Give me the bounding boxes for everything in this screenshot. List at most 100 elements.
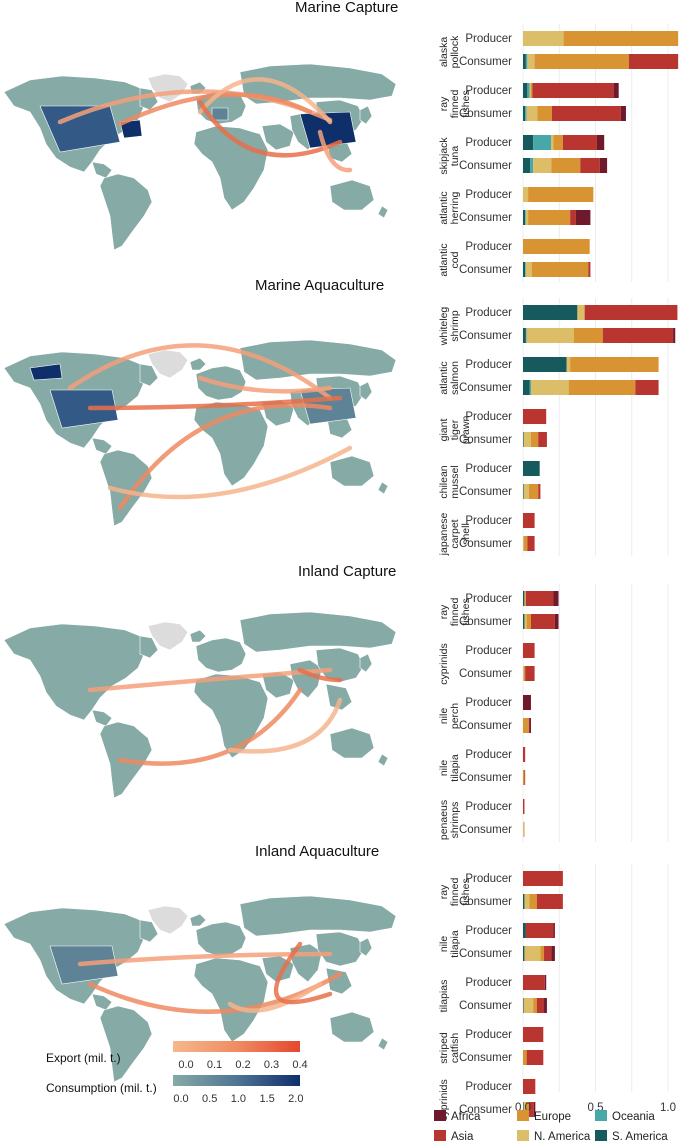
bar-consumer-asia: [588, 262, 591, 277]
species-label: rayfinnedfishes: [438, 90, 472, 119]
consumption-tick: 1.0: [231, 1093, 246, 1105]
bar-consumer-asia: [524, 770, 526, 785]
legend-item-s-america: S. America: [595, 1130, 668, 1143]
species-label: nileperch: [438, 703, 461, 729]
bar-consumer-s-america: [523, 210, 526, 225]
species-label-line: fishes: [460, 90, 472, 117]
trade-flow-arc: [87, 395, 343, 411]
species-label: atlanticherring: [438, 191, 461, 224]
bar-consumer-n-america: [523, 666, 524, 681]
trade-flow-arc: [317, 129, 353, 173]
legend-item-africa: Africa: [434, 1110, 481, 1123]
bar-consumer-s-america: [523, 328, 526, 343]
bar-consumer-asia: [526, 1050, 544, 1065]
bar-consumer-europe: [531, 262, 589, 277]
trade-flow-arc: [227, 981, 323, 1013]
bar-producer-europe: [530, 83, 533, 98]
consumption-region: [29, 363, 63, 381]
export-tick: 0.3: [264, 1059, 279, 1071]
consumption-region: [119, 119, 143, 139]
trade-flow-arc: [107, 445, 353, 500]
bar-consumer-n-america: [523, 536, 524, 551]
bar-producer-asia: [523, 409, 547, 424]
species-label-line: shrimps: [449, 802, 461, 839]
producer-row-label: Producer: [465, 749, 512, 761]
bar-consumer-s-america: [523, 262, 526, 277]
bar-consumer-s-america: [523, 614, 525, 629]
consumption-colorbar-ticks: 0.0 0.5 1.0 1.5 2.0: [173, 1093, 303, 1105]
bar-consumer-n-america: [523, 822, 524, 837]
bar-consumer-europe: [551, 158, 581, 173]
bar-consumer-oceania: [525, 210, 526, 225]
producer-row-label: Producer: [465, 189, 512, 201]
bar-producer-africa: [613, 83, 619, 98]
species-label: tilapias: [438, 980, 450, 1013]
legend-swatch: [595, 1110, 607, 1121]
bar-producer-asia: [525, 923, 554, 938]
consumer-row-label: Consumer: [459, 382, 512, 394]
species-label: chileanmussel: [438, 465, 461, 498]
bar-consumer-n-america: [527, 54, 535, 69]
export-colorbar: [173, 1041, 300, 1052]
legend-label: Asia: [451, 1131, 474, 1143]
bar-consumer-europe: [530, 432, 539, 447]
bar-producer-s-america: [523, 591, 525, 606]
producer-row-label: Producer: [465, 1029, 512, 1041]
bar-producer-asia: [562, 135, 597, 150]
producer-row-label: Producer: [465, 801, 512, 813]
bar-producer-n-america: [523, 31, 564, 46]
consumer-row-label: Consumer: [459, 948, 512, 960]
bar-producer-asia: [523, 975, 545, 990]
bar-consumer-europe: [537, 106, 552, 121]
panel-marine-aquaculture: Marine Aquaculture whitelegshrimp Producer…: [255, 277, 678, 556]
consumer-row-label: Consumer: [459, 720, 512, 732]
species-label: rayfinnedfishes: [438, 878, 472, 907]
legend-label: Europe: [534, 1111, 571, 1123]
bar-consumer-asia: [544, 946, 552, 961]
producer-row-label: Producer: [465, 645, 512, 657]
bar-producer-oceania: [527, 83, 530, 98]
bar-producer-europe: [525, 591, 526, 606]
bar-consumer-oceania: [530, 158, 534, 173]
species-label: rayfinnedfishes: [438, 598, 472, 627]
bar-producer-africa: [544, 975, 547, 990]
producer-row-label: Producer: [465, 85, 512, 97]
panel-marine-capture: Marine Capture alaskapollock Producer Consu…: [295, 0, 679, 282]
consumer-row-label: Consumer: [459, 896, 512, 908]
bar-consumer-s-america: [523, 380, 530, 395]
bar-consumer-africa: [673, 328, 676, 343]
bar-consumer-africa: [533, 1102, 536, 1117]
bar-producer-europe: [553, 135, 563, 150]
world-map-2: [3, 339, 397, 527]
species-label-line: finned: [449, 598, 461, 627]
bar-consumer-asia: [552, 106, 621, 121]
producer-row-label: Producer: [465, 593, 512, 605]
species-label-line: atlantic: [438, 361, 450, 394]
bar-producer-s-america: [523, 357, 567, 372]
legend-label: Oceania: [612, 1111, 655, 1123]
species-label: atlanticsalmon: [438, 361, 461, 395]
producer-row-label: Producer: [465, 873, 512, 885]
bar-consumer-europe: [529, 894, 537, 909]
legend-item-asia: Asia: [434, 1130, 474, 1143]
trade-flow-arc: [67, 343, 333, 401]
legend-item-n-america: N. America: [517, 1130, 591, 1143]
producer-row-label: Producer: [465, 241, 512, 253]
bar-producer-asia: [523, 871, 563, 886]
bar-consumer-asia: [527, 536, 535, 551]
bar-producer-s-america: [523, 461, 540, 476]
bar-consumer-s-america: [523, 894, 525, 909]
species-label-line: striped: [438, 1032, 450, 1064]
bar-consumer-n-america: [526, 328, 574, 343]
consumer-row-label: Consumer: [459, 486, 512, 498]
bar-consumer-asia: [536, 998, 545, 1013]
species-label: niletilapia: [438, 754, 461, 782]
bar-consumer-asia: [528, 718, 530, 733]
bar-consumer-n-america: [526, 106, 538, 121]
bar-producer-n-america: [577, 305, 585, 320]
bar-producer-n-america: [551, 135, 554, 150]
consumption-region: [299, 111, 357, 149]
bar-producer-s-america: [523, 305, 578, 320]
